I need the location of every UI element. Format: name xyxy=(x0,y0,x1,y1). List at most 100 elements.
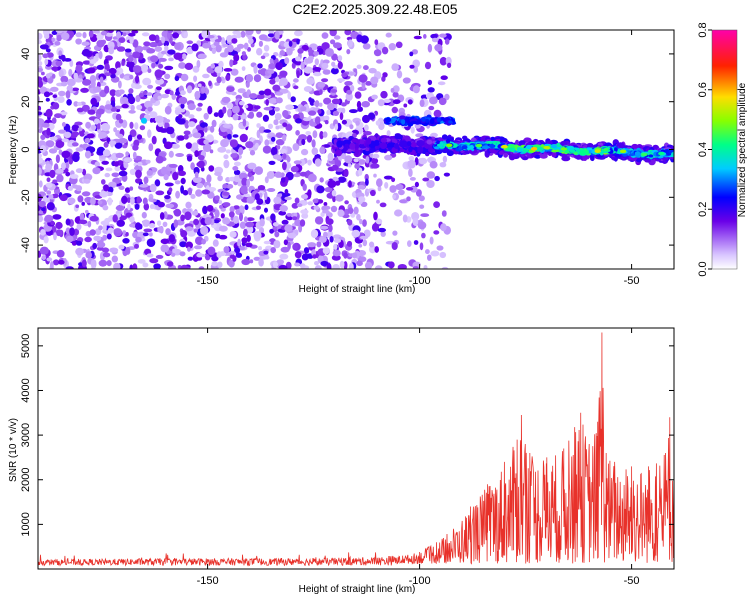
noise-cell xyxy=(128,32,136,37)
noise-cell xyxy=(48,148,58,154)
noise-cell xyxy=(254,142,259,149)
noise-cell xyxy=(51,30,58,35)
noise-cell xyxy=(268,97,278,104)
noise-cell xyxy=(113,127,117,133)
noise-cell xyxy=(184,211,192,221)
noise-cell xyxy=(335,180,341,186)
noise-cell xyxy=(443,172,450,177)
noise-cell xyxy=(439,251,447,259)
x-tick-label: -50 xyxy=(624,275,640,287)
noise-cell xyxy=(158,63,164,69)
noise-cell xyxy=(355,120,360,126)
noise-cell xyxy=(179,241,187,248)
noise-cell xyxy=(279,77,288,87)
noise-cell xyxy=(69,227,75,236)
noise-cell xyxy=(200,226,209,236)
noise-cell xyxy=(56,174,64,183)
noise-cell xyxy=(317,82,326,88)
noise-cell xyxy=(111,153,116,160)
noise-cell xyxy=(199,122,208,128)
noise-cell xyxy=(62,258,67,266)
noise-cell xyxy=(330,205,338,213)
noise-cell xyxy=(93,235,102,241)
noise-cell xyxy=(356,213,361,221)
band-cell xyxy=(349,142,356,150)
noise-cell xyxy=(122,238,130,244)
noise-cell xyxy=(107,30,114,33)
noise-cell xyxy=(294,219,302,227)
noise-cell xyxy=(87,220,92,228)
noise-cell xyxy=(233,215,239,224)
noise-cell xyxy=(131,82,136,89)
noise-cell xyxy=(358,167,363,176)
noise-cell xyxy=(215,233,221,239)
noise-cell xyxy=(125,246,131,255)
noise-cell xyxy=(126,197,131,204)
noise-cell xyxy=(123,162,129,169)
noise-cell xyxy=(444,93,450,101)
noise-cell xyxy=(121,195,128,204)
noise-cell xyxy=(247,162,257,170)
noise-cell xyxy=(52,94,58,98)
noise-cell xyxy=(132,65,142,73)
noise-cell xyxy=(221,37,226,46)
noise-cell xyxy=(227,133,232,140)
noise-cell xyxy=(375,218,383,225)
noise-cell xyxy=(226,183,234,189)
noise-cell xyxy=(165,203,175,209)
noise-cell xyxy=(135,95,141,103)
noise-cell xyxy=(121,96,128,104)
noise-cell xyxy=(41,255,47,261)
noise-cell xyxy=(327,152,334,162)
noise-cell xyxy=(260,55,266,60)
band-cell xyxy=(585,150,589,156)
noise-cell xyxy=(165,228,171,236)
noise-cell xyxy=(262,114,269,122)
noise-cell xyxy=(65,266,74,269)
noise-cell xyxy=(314,100,320,108)
band-cell xyxy=(490,136,495,141)
noise-cell xyxy=(420,213,430,218)
noise-cell xyxy=(222,183,228,189)
noise-cell xyxy=(396,70,403,79)
noise-cell xyxy=(84,137,91,144)
noise-cell xyxy=(258,246,262,251)
noise-cell xyxy=(52,102,60,110)
noise-cell xyxy=(225,149,231,154)
noise-cell xyxy=(193,245,203,250)
band-cell xyxy=(429,118,435,125)
noise-cell xyxy=(195,107,202,112)
noise-cell xyxy=(387,261,395,269)
hotspot-cell xyxy=(141,117,147,124)
noise-cell xyxy=(69,59,74,67)
noise-cell xyxy=(333,238,342,243)
noise-cell xyxy=(46,177,51,182)
noise-cell xyxy=(253,256,261,261)
noise-cell xyxy=(241,258,251,266)
noise-cell xyxy=(330,67,339,75)
noise-cell xyxy=(144,100,153,109)
noise-cell xyxy=(115,113,122,121)
noise-cell xyxy=(181,53,187,60)
noise-cell xyxy=(61,150,71,159)
noise-cell xyxy=(129,264,134,269)
noise-cell xyxy=(370,189,376,197)
noise-cell xyxy=(282,161,287,171)
noise-cell xyxy=(185,226,193,232)
noise-cell xyxy=(389,185,397,193)
noise-cell xyxy=(426,180,435,188)
noise-cell xyxy=(168,187,173,193)
noise-cell xyxy=(229,139,238,148)
band-cell xyxy=(426,139,433,145)
noise-cell xyxy=(164,105,172,115)
noise-cell xyxy=(55,30,64,34)
noise-cell xyxy=(129,216,135,223)
noise-cell xyxy=(149,41,159,48)
noise-cell xyxy=(129,129,137,138)
noise-cell xyxy=(233,205,240,210)
noise-cell xyxy=(72,131,80,137)
noise-cell xyxy=(412,217,419,226)
noise-cell xyxy=(322,247,330,255)
noise-cell xyxy=(334,156,339,166)
